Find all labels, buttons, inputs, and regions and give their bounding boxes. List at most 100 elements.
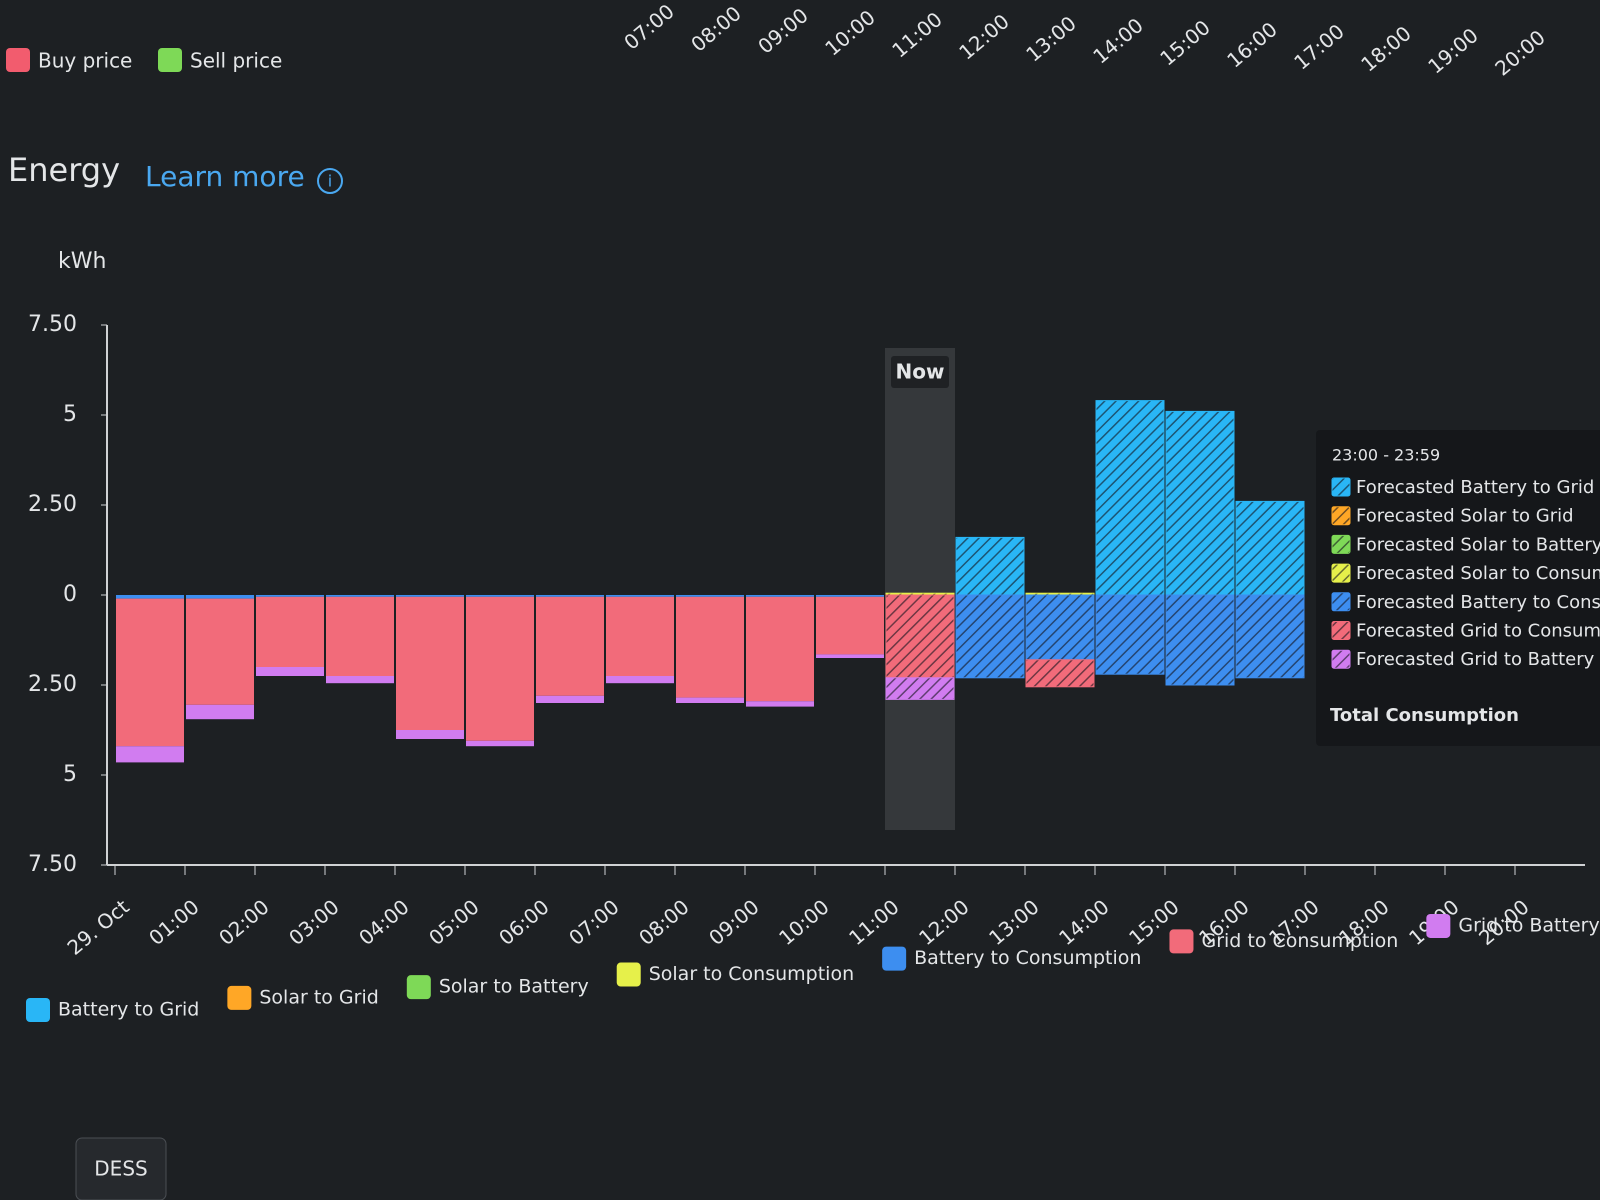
bar-segment [955,536,1025,596]
bar-segment [746,596,814,702]
tooltip-total-label: Total Consumption [1330,705,1519,726]
bar-segment [1025,659,1095,688]
info-icon[interactable] [317,168,343,194]
tooltip-title: 23:00 - 23:59 [1332,446,1440,465]
bar-segment [326,595,394,597]
bar-segment [116,746,184,763]
legend-swatch [616,962,641,987]
tab[interactable] [75,1137,167,1200]
bar-segment [116,595,184,599]
bar-segment [676,595,744,597]
now-badge [891,356,949,388]
section-title: Energy [8,151,120,189]
tooltip-swatch [1331,649,1351,669]
legend-label: Grid to Battery [1458,914,1599,936]
price-legend-swatch [6,48,30,72]
legend-swatch [1426,913,1451,938]
bar-segment [885,594,955,679]
legend-label: Solar to Grid [259,986,378,1008]
tooltip-series-label: Forecasted Grid to Battery [1356,649,1595,670]
tooltip-series-label: Forecasted Battery to Consumption [1356,592,1600,613]
bar-segment [676,697,744,703]
price-legend-label: Buy price [38,49,132,73]
y-tick-label: 2.50 [28,672,77,697]
price-legend-label: Sell price [190,49,282,73]
bar-segment [396,730,464,739]
now-label: Now [896,360,945,384]
bar-segment [1095,594,1165,675]
legend-swatch [882,946,907,971]
bar-segment [536,695,604,703]
bar-segment [396,596,464,730]
bar-segment [536,595,604,597]
bar-segment [746,595,814,597]
tooltip-swatch [1331,477,1351,497]
y-tick-label: 7.50 [28,852,77,877]
bar-segment [746,701,814,707]
legend-label: Battery to Consumption [914,947,1141,969]
bar-segment [256,667,324,676]
price-legend-swatch [158,48,182,72]
legend-label: Grid to Consumption [1201,930,1398,952]
tooltip-swatch [1331,563,1351,583]
legend-label: Solar to Battery [439,976,589,998]
bar-segment [1025,594,1095,661]
bar-segment [256,595,324,597]
tooltip-series-label: Forecasted Solar to Grid [1356,506,1574,527]
bar-segment [186,598,254,705]
bar-segment [1165,594,1235,686]
bar-segment [466,740,534,747]
bar-segment [1235,594,1305,679]
tooltip-series-label: Forecasted Solar to Battery [1356,534,1600,555]
bar-segment [116,598,184,747]
y-tick-label: 5 [63,762,77,787]
bar-segment [676,596,744,698]
bar-segment [606,596,674,676]
tooltip-series-label: Forecasted Battery to Grid [1356,477,1594,498]
y-tick-label: 0 [63,582,77,607]
bar-segment [396,595,464,597]
tooltip-box [1316,430,1600,746]
tooltip: 23:00 - 23:59 Forecasted Battery to Grid F… [1316,430,1600,746]
bar-segment [186,704,254,720]
y-tick-label: 5 [63,402,77,427]
bar-segment [1165,410,1235,596]
bar-segment [1235,500,1305,596]
bar-segment [606,595,674,597]
bar-segment [885,677,955,700]
legend-swatch [1169,929,1194,954]
bar-segment [256,596,324,667]
tooltip-series-label: Forecasted Grid to Consumption [1356,621,1600,642]
bar-segment [955,594,1025,679]
tooltip-swatch [1331,506,1351,526]
bar-segment [816,595,884,597]
tab-label: DESS [94,1157,147,1181]
y-tick-label: 2.50 [28,492,77,517]
bar-segment [186,595,254,599]
info-icon-glyph: i [328,172,332,191]
y-axis-label: kWh [58,249,106,274]
tooltip-series-label: Forecasted Solar to Consumption [1356,563,1600,584]
legend-swatch [227,985,252,1010]
bar-segment [466,595,534,597]
bar-segment [466,596,534,741]
now-highlight [885,348,955,830]
bar-segment [326,676,394,684]
legend-label: Battery to Grid [58,999,199,1021]
tooltip-swatch [1331,621,1351,640]
legend-swatch [406,975,431,1000]
legend-swatch [26,998,50,1022]
learn-more-link[interactable]: Learn more [145,160,305,193]
y-tick-label: 7.50 [28,312,77,337]
tooltip-swatch [1331,534,1351,554]
bar-segment [816,654,884,658]
tooltip-swatch [1331,592,1351,612]
bar-segment [1095,400,1165,596]
legend-label: Solar to Consumption [649,963,854,985]
bar-segment [816,596,884,655]
bar-segment [326,596,394,676]
bar-segment [606,676,674,684]
bar-segment [536,596,604,696]
